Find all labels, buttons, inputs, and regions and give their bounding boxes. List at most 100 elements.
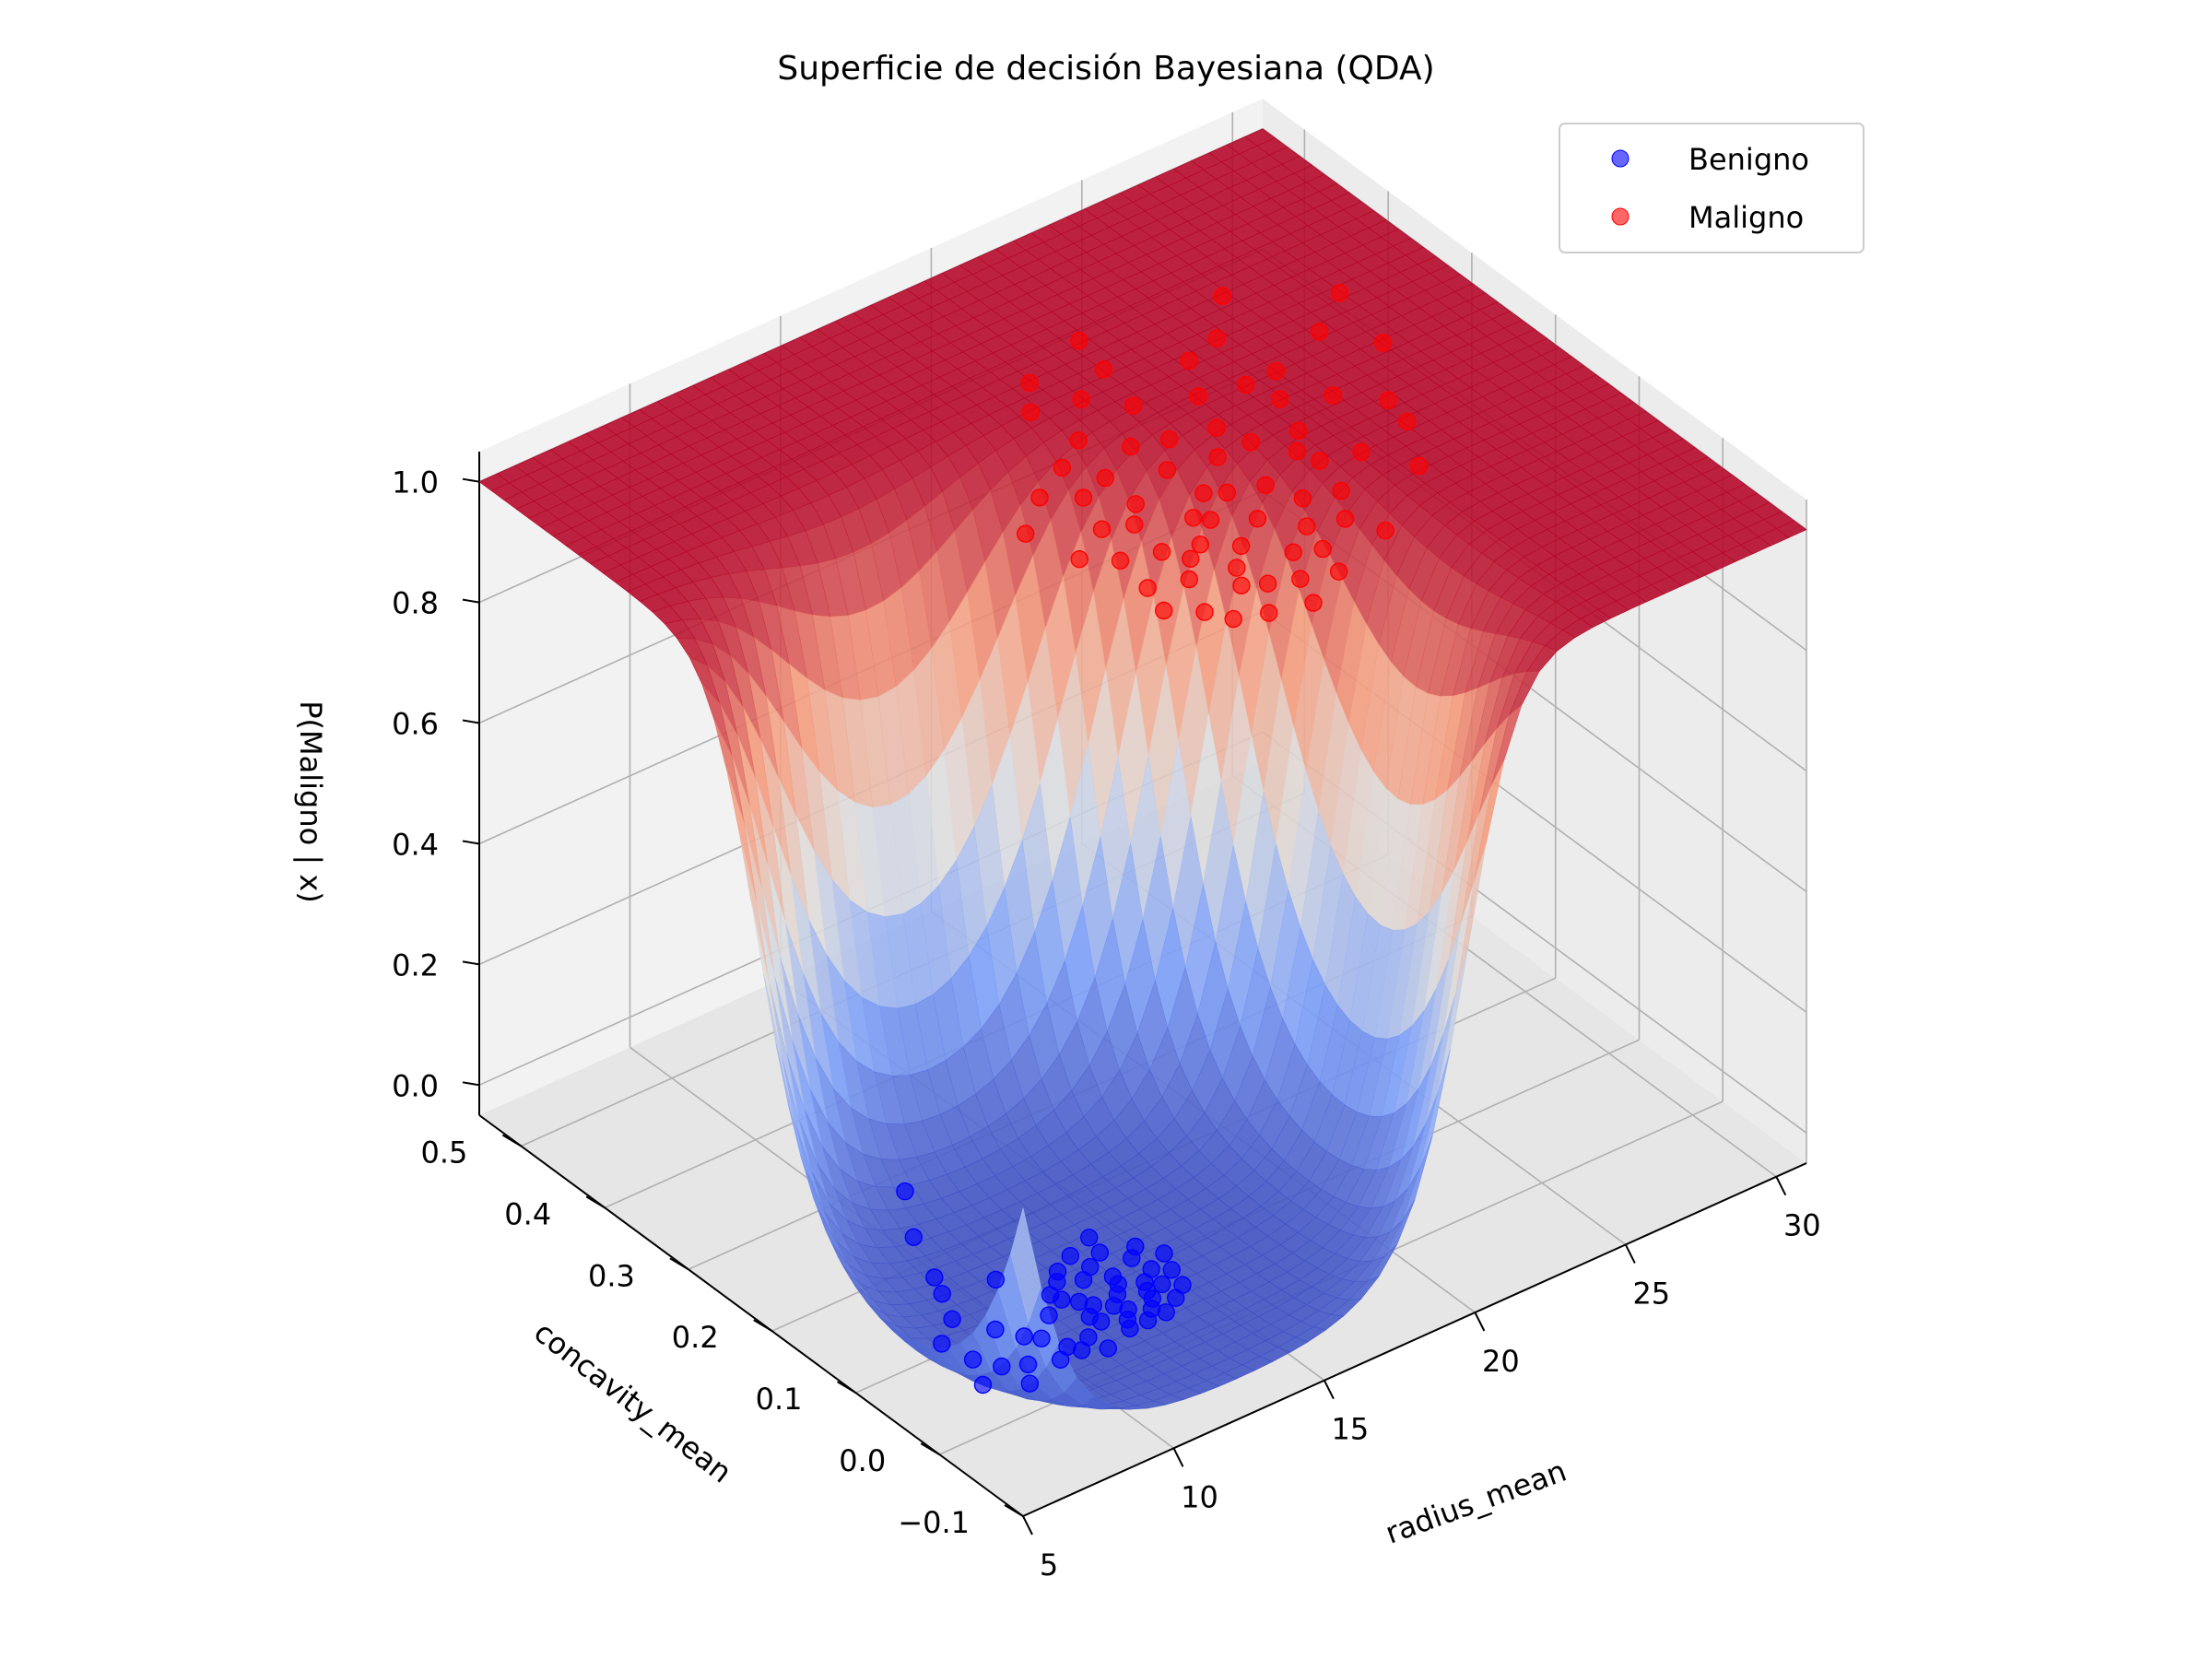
point-maligno: [1376, 522, 1394, 540]
point-benigno: [1048, 1262, 1067, 1281]
point-maligno: [1158, 461, 1177, 479]
point-benigno: [1041, 1286, 1060, 1304]
legend-label-benigno: Benigno: [1688, 142, 1809, 177]
point-maligno: [1189, 387, 1207, 406]
point-maligno: [1070, 331, 1088, 350]
point-maligno: [1248, 510, 1267, 528]
y-tick-mark: [920, 1442, 940, 1455]
point-benigno: [1061, 1246, 1080, 1265]
y-tick-mark: [585, 1195, 606, 1209]
x-tick-label: 20: [1482, 1344, 1520, 1379]
decision-surface: [478, 128, 1807, 1410]
point-maligno: [1122, 437, 1140, 456]
point-maligno: [1181, 549, 1200, 568]
point-maligno: [1159, 429, 1179, 449]
point-maligno: [1293, 489, 1312, 508]
point-maligno: [1218, 483, 1237, 502]
point-benigno: [1123, 1249, 1141, 1267]
legend-label-maligno: Maligno: [1688, 200, 1804, 235]
point-maligno: [1194, 484, 1213, 502]
point-benigno: [1109, 1275, 1127, 1293]
legend-frame: [1559, 123, 1865, 253]
point-benigno: [1138, 1311, 1158, 1330]
y-tick-mark: [1004, 1504, 1024, 1517]
point-maligno: [1111, 551, 1130, 570]
point-maligno: [1228, 559, 1246, 577]
point-maligno: [1232, 576, 1251, 594]
x-tick-mark: [1474, 1312, 1486, 1332]
point-maligno: [1152, 543, 1171, 561]
point-benigno: [963, 1350, 982, 1369]
point-maligno: [1241, 433, 1260, 452]
point-maligno: [1053, 458, 1072, 477]
point-maligno: [1409, 456, 1429, 476]
y-tick-mark: [836, 1381, 857, 1394]
point-maligno: [1310, 323, 1329, 341]
point-maligno: [1094, 360, 1113, 379]
point-maligno: [1180, 351, 1198, 371]
point-maligno: [1288, 441, 1307, 461]
legend-marker-maligno: [1611, 207, 1630, 226]
x-tick-mark: [1775, 1176, 1787, 1196]
point-benigno: [1051, 1350, 1070, 1370]
point-maligno: [1271, 390, 1289, 408]
point-benigno: [986, 1320, 1005, 1339]
point-maligno: [1284, 543, 1302, 561]
point-benigno: [1074, 1270, 1093, 1289]
x-tick-mark: [1022, 1515, 1033, 1535]
z-tick-mark: [462, 598, 480, 604]
point-benigno: [1121, 1319, 1139, 1338]
point-maligno: [1126, 495, 1145, 513]
x-tick-label: 30: [1783, 1208, 1821, 1243]
point-maligno: [1330, 284, 1349, 302]
x-tick-label: 5: [1040, 1547, 1058, 1583]
point-benigno: [1015, 1327, 1033, 1346]
point-benigno: [1032, 1329, 1051, 1348]
point-maligno: [1313, 539, 1332, 559]
point-maligno: [1259, 604, 1278, 622]
point-maligno: [1183, 509, 1203, 527]
point-maligno: [1124, 396, 1143, 415]
point-maligno: [1236, 375, 1255, 394]
point-maligno: [1092, 520, 1112, 538]
point-benigno: [1153, 1275, 1171, 1294]
point-maligno: [1352, 442, 1371, 462]
point-maligno: [1030, 488, 1049, 507]
y-tick-mark: [501, 1134, 522, 1147]
point-maligno: [1213, 287, 1232, 305]
point-benigno: [933, 1285, 951, 1303]
point-maligno: [1304, 594, 1323, 612]
point-benigno: [1173, 1276, 1192, 1294]
z-axis-label: P(Maligno | x): [293, 700, 328, 903]
point-maligno: [1379, 391, 1397, 409]
point-maligno: [1180, 570, 1199, 589]
surface-patch: [1010, 1207, 1041, 1324]
x-tick-mark: [1172, 1447, 1184, 1467]
y-tick-label: 0.2: [672, 1320, 719, 1355]
point-benigno: [993, 1357, 1011, 1376]
point-maligno: [1138, 579, 1157, 597]
point-benigno: [933, 1335, 951, 1353]
point-benigno: [1020, 1374, 1040, 1393]
point-maligno: [1072, 390, 1090, 408]
legend: Benigno Maligno: [1559, 123, 1865, 253]
point-benigno: [1040, 1306, 1058, 1324]
point-benigno: [943, 1310, 961, 1329]
point-maligno: [1096, 468, 1114, 488]
y-tick-label: 0.0: [839, 1443, 886, 1478]
point-maligno: [1332, 481, 1350, 500]
y-tick-mark: [669, 1257, 689, 1271]
x-tick-mark: [1324, 1380, 1335, 1400]
point-maligno: [1021, 403, 1040, 421]
point-maligno: [1291, 570, 1310, 588]
point-benigno: [1069, 1292, 1088, 1312]
point-benigno: [904, 1228, 923, 1247]
point-benigno: [925, 1268, 944, 1287]
scatter-points: [896, 284, 1429, 1394]
point-maligno: [1069, 431, 1088, 450]
point-maligno: [1154, 601, 1173, 620]
x-axis-line: [1022, 1162, 1807, 1517]
x-axis-label: radius_mean: [1381, 1453, 1571, 1551]
point-maligno: [1201, 511, 1220, 529]
